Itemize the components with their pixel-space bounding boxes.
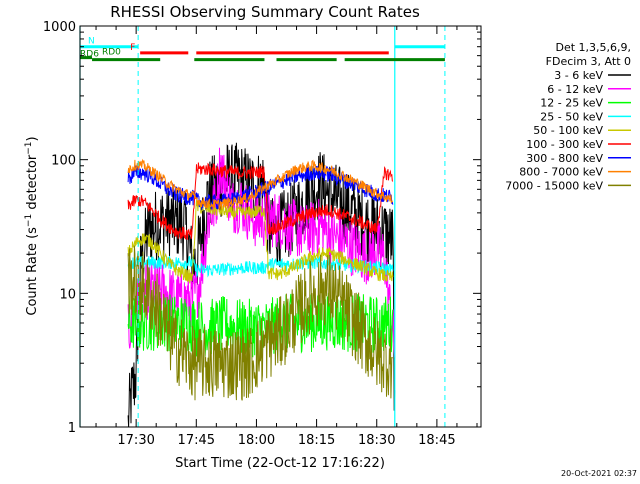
x-tick-label-18-15: 18:15: [298, 433, 335, 448]
legend-label-6-12-kev: 6 - 12 keV: [547, 83, 603, 96]
legend-header-line-2: FDecim 3, Att 0: [546, 55, 631, 68]
chart-title: RHESSI Observing Summary Count Rates: [110, 3, 420, 21]
legend-label-100-300-kev: 100 - 300 keV: [526, 138, 603, 151]
series-line-6-12-kev: [127, 147, 396, 358]
legend-label-800-7000-kev: 800 - 7000 keV: [519, 166, 603, 179]
series-line-50-100-kev: [127, 200, 394, 284]
timestamp: 20-Oct-2021 02:37: [561, 469, 637, 478]
y-tick-label-1000: 1000: [43, 20, 76, 35]
legend-label-7000-15000-kev: 7000 - 15000 keV: [505, 179, 603, 192]
axes-layer: 17:30 17:45 18:00 18:15 18:30 18:45 1 10 100 1000: [43, 20, 481, 448]
series-line-7000-15000-kev: [127, 245, 393, 401]
legend-label-12-25-kev: 12 - 25 keV: [540, 97, 603, 110]
y-tick-label-1: 1: [68, 421, 76, 436]
legend-label-50-100-kev: 50 - 100 keV: [533, 124, 603, 137]
flag-label-rd6: RD6: [80, 50, 99, 60]
legend-label-300-800-kev: 300 - 800 keV: [526, 152, 603, 165]
x-tick-label-18-00: 18:00: [238, 433, 275, 448]
flag-label-f: F: [130, 43, 135, 53]
y-axis-label: Count Rate (s−1 detector−1): [24, 136, 40, 315]
x-tick-label-17-45: 17:45: [178, 433, 215, 448]
legend: Det 1,3,5,6,9, FDecim 3, Att 0 3 - 6 keV…: [505, 41, 631, 192]
legend-header-line-1: Det 1,3,5,6,9,: [555, 41, 631, 54]
y-tick-label-100: 100: [51, 154, 76, 169]
x-tick-label-18-30: 18:30: [358, 433, 395, 448]
series-layer: [127, 142, 396, 427]
x-tick-label-17-30: 17:30: [117, 433, 154, 448]
series-line-800-7000-kev: [127, 158, 394, 210]
x-axis-label: Start Time (22-Oct-12 17:16:22): [175, 456, 385, 471]
legend-label-25-50-kev: 25 - 50 keV: [540, 110, 603, 123]
x-tick-label-18-45: 18:45: [418, 433, 455, 448]
plot-frame: [79, 25, 482, 428]
legend-label-3-6-kev: 3 - 6 keV: [554, 69, 603, 82]
y-tick-label-10: 10: [59, 287, 76, 302]
flag-label-rd0: RD0: [102, 48, 121, 58]
series-line-100-300-kev: [127, 162, 394, 240]
series-line-300-800-kev: [127, 165, 394, 211]
flag-label-n: N: [88, 37, 95, 47]
